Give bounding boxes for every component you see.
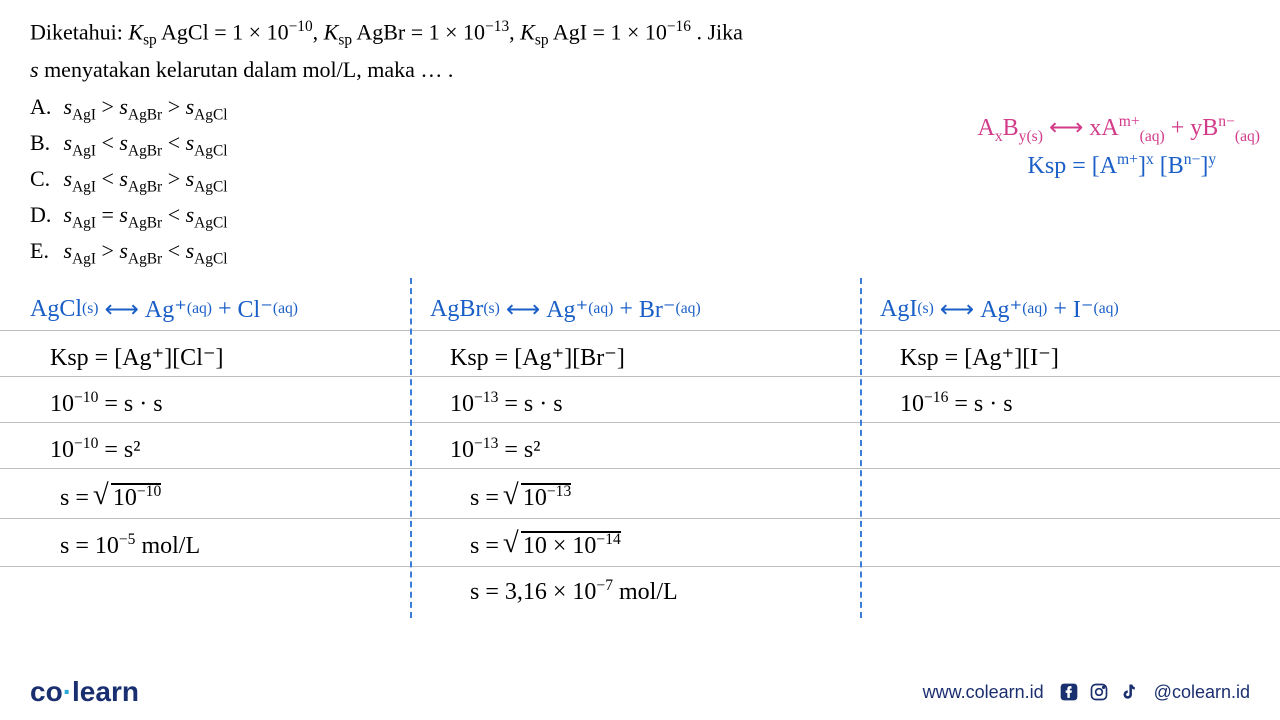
eq3: =: [593, 19, 611, 44]
step1-agi: 10−16 = s · s: [880, 380, 1119, 426]
ksp-agcl: Ksp = [Ag⁺][Cl⁻]: [30, 334, 298, 380]
label-c: C.: [30, 164, 58, 195]
exp2: −13: [485, 18, 509, 35]
label-d: D.: [30, 200, 58, 231]
agi: AgI: [553, 19, 587, 44]
step3-agcl: s = 10−10: [30, 472, 298, 522]
eq-agi: AgI(s) ⟷ Ag⁺(aq) + I⁻(aq): [880, 284, 1119, 334]
sp-sub: sp: [143, 32, 157, 49]
choice-e: E. sAgI > sAgBr < sAgCl: [30, 236, 1250, 270]
problem-line-1: Diketahui: Ksp AgCl = 1 × 10−10, Ksp AgB…: [30, 16, 1250, 51]
step3-agbr: s = 10−13: [430, 472, 701, 522]
val2: 1 × 10: [429, 19, 485, 44]
problem-line-2: s menyatakan kelarutan dalam mol/L, maka…: [30, 55, 1250, 86]
annotation-formula: AxBy(s) ⟷ xAm+(aq) + yBn−(aq) Ksp = [Am+…: [978, 110, 1260, 184]
ksp-agbr: Ksp = [Ag⁺][Br⁻]: [430, 334, 701, 380]
val3: 1 × 10: [610, 19, 666, 44]
agbr: AgBr: [356, 19, 405, 44]
k-var2: K: [324, 19, 339, 44]
logo-co: co: [30, 676, 63, 707]
column-agi: AgI(s) ⟷ Ag⁺(aq) + I⁻(aq) Ksp = [Ag⁺][I⁻…: [880, 284, 1119, 426]
logo-learn: learn: [72, 676, 139, 707]
exp1: −10: [289, 18, 313, 35]
ksp-agi: Ksp = [Ag⁺][I⁻]: [880, 334, 1119, 380]
step4-agbr: s = 10 × 10−14: [430, 522, 701, 568]
result-agbr: s = 3,16 × 10−7 mol/L: [430, 568, 701, 614]
k-var3: K: [520, 19, 535, 44]
column-agbr: AgBr(s) ⟷ Ag⁺(aq) + Br⁻(aq) Ksp = [Ag⁺][…: [430, 284, 701, 614]
instagram-icon: [1088, 681, 1110, 703]
step1-agbr: 10−13 = s · s: [430, 380, 701, 426]
footer-right: www.colearn.id @colearn.id: [923, 681, 1250, 703]
jika: . Jika: [696, 19, 742, 44]
logo-dot-icon: ·: [63, 676, 72, 707]
footer-url: www.colearn.id: [923, 682, 1044, 703]
tiktok-icon: [1118, 681, 1140, 703]
eq1: =: [214, 19, 232, 44]
eq2: =: [411, 19, 429, 44]
logo: co·learn: [30, 676, 139, 708]
footer: co·learn www.colearn.id @colearn.id: [0, 676, 1280, 708]
result-agcl: s = 10−5 mol/L: [30, 522, 298, 568]
ksp-formula: Ksp = [Am+]x [Bn−]y: [978, 148, 1260, 184]
eq-agcl: AgCl(s) ⟷ Ag⁺(aq) + Cl⁻(aq): [30, 284, 298, 334]
sp-sub3: sp: [535, 32, 549, 49]
label-a: A.: [30, 92, 58, 123]
facebook-icon: [1058, 681, 1080, 703]
social-icons: [1058, 681, 1140, 703]
footer-handle: @colearn.id: [1154, 682, 1250, 703]
work-area: AgCl(s) ⟷ Ag⁺(aq) + Cl⁻(aq) Ksp = [Ag⁺][…: [0, 278, 1280, 628]
step2-agcl: 10−10 = s²: [30, 426, 298, 472]
prefix: Diketahui:: [30, 19, 128, 44]
label-e: E.: [30, 236, 58, 267]
val1: 1 × 10: [232, 19, 288, 44]
eq-agbr: AgBr(s) ⟷ Ag⁺(aq) + Br⁻(aq): [430, 284, 701, 334]
k-var: K: [128, 19, 143, 44]
choice-d: D. sAgI = sAgBr < sAgCl: [30, 200, 1250, 234]
label-b: B.: [30, 128, 58, 159]
exp3: −16: [667, 18, 691, 35]
sp-sub2: sp: [338, 32, 352, 49]
column-agcl: AgCl(s) ⟷ Ag⁺(aq) + Cl⁻(aq) Ksp = [Ag⁺][…: [30, 284, 298, 568]
agcl: AgCl: [161, 19, 209, 44]
generic-dissociation: AxBy(s) ⟷ xAm+(aq) + yBn−(aq): [978, 110, 1260, 148]
step2-agbr: 10−13 = s²: [430, 426, 701, 472]
step1-agcl: 10−10 = s · s: [30, 380, 298, 426]
